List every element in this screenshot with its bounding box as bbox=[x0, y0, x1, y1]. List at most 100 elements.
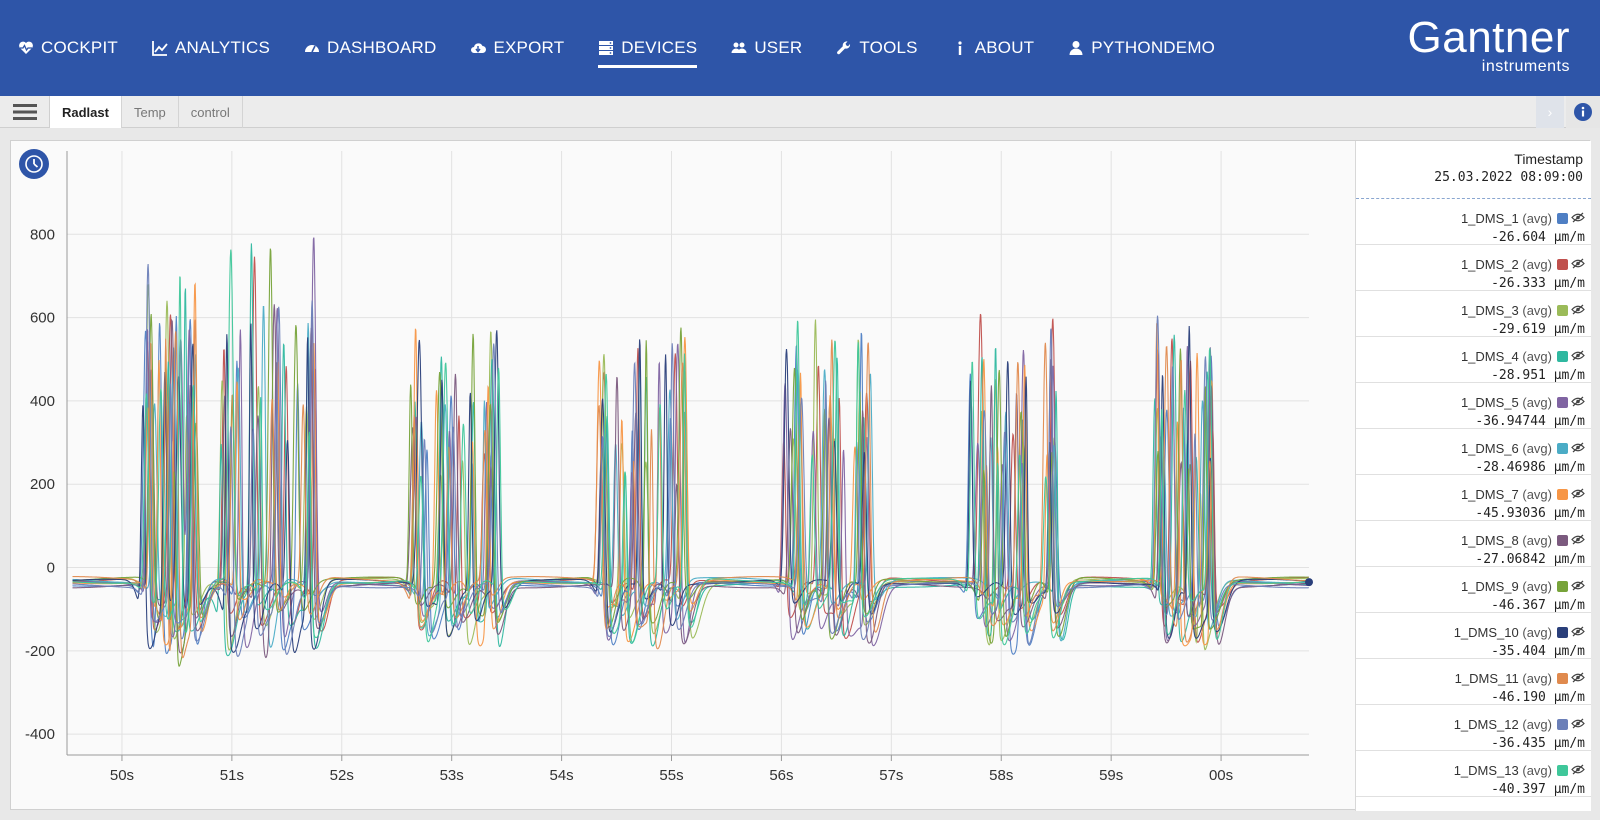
legend-channel-label: 1_DMS_13 (avg) bbox=[1454, 763, 1552, 778]
channel-legend: Timestamp 25.03.2022 08:09:00 1_DMS_1 (a… bbox=[1355, 141, 1591, 811]
visibility-toggle-icon[interactable] bbox=[1571, 764, 1585, 775]
tab-scroll-right-button[interactable]: › bbox=[1536, 96, 1564, 128]
legend-value-number: -36.435 bbox=[1491, 736, 1546, 751]
legend-channel-value: -27.06842 µm/m bbox=[1356, 552, 1585, 567]
legend-value-number: -45.93036 bbox=[1475, 506, 1546, 521]
visibility-toggle-icon[interactable] bbox=[1571, 672, 1585, 683]
legend-item[interactable]: 1_DMS_13 (avg) -40.397 µm/m bbox=[1356, 751, 1591, 797]
legend-color-swatch[interactable] bbox=[1557, 443, 1568, 454]
legend-color-swatch[interactable] bbox=[1557, 259, 1568, 270]
nav-item-label: EXPORT bbox=[493, 38, 565, 57]
nav-item-devices[interactable]: DEVICES bbox=[598, 33, 698, 68]
legend-channel-label: 1_DMS_5 (avg) bbox=[1461, 395, 1552, 410]
legend-channel-label: 1_DMS_2 (avg) bbox=[1461, 257, 1552, 272]
legend-channel-name: 1_DMS_3 bbox=[1460, 303, 1519, 318]
timestamp-block: Timestamp 25.03.2022 08:09:00 bbox=[1356, 141, 1591, 199]
x-tick-label: 50s bbox=[110, 767, 134, 784]
visibility-toggle-icon[interactable] bbox=[1571, 488, 1585, 499]
legend-value-number: -27.06842 bbox=[1475, 552, 1546, 567]
visibility-toggle-icon[interactable] bbox=[1571, 350, 1585, 361]
legend-item[interactable]: 1_DMS_3 (avg) -29.619 µm/m bbox=[1356, 291, 1591, 337]
nav-item-analytics[interactable]: ANALYTICS bbox=[152, 33, 270, 63]
visibility-toggle-icon[interactable] bbox=[1571, 580, 1585, 591]
chevron-right-icon: › bbox=[1547, 104, 1553, 120]
legend-color-swatch[interactable] bbox=[1557, 581, 1568, 592]
legend-channel-label: 1_DMS_9 (avg) bbox=[1461, 579, 1552, 594]
visibility-toggle-icon[interactable] bbox=[1571, 626, 1585, 637]
legend-color-swatch[interactable] bbox=[1557, 673, 1568, 684]
x-tick-label: 58s bbox=[989, 767, 1013, 784]
legend-avg-label: (avg) bbox=[1522, 579, 1552, 594]
legend-color-swatch[interactable] bbox=[1557, 719, 1568, 730]
legend-item[interactable]: 1_DMS_11 (avg) -46.190 µm/m bbox=[1356, 659, 1591, 705]
nav-item-label: ANALYTICS bbox=[174, 38, 270, 57]
visibility-toggle-icon[interactable] bbox=[1571, 534, 1585, 545]
visibility-toggle-icon[interactable] bbox=[1571, 258, 1585, 269]
nav-item-cockpit[interactable]: COCKPIT bbox=[18, 33, 118, 63]
strain-chart[interactable]: 800 600 400 200 0 -200 -400 50s 51s 52s 53s 54s 55s 5… bbox=[11, 141, 1355, 811]
nav-item-label: DASHBOARD bbox=[326, 38, 437, 57]
wrench-icon bbox=[836, 40, 852, 56]
visibility-toggle-icon[interactable] bbox=[1571, 718, 1585, 729]
legend-item[interactable]: 1_DMS_5 (avg) -36.94744 µm/m bbox=[1356, 383, 1591, 429]
legend-channel-value: -36.435 µm/m bbox=[1356, 736, 1585, 751]
nav-item-pythondemo[interactable]: PYTHONDEMO bbox=[1068, 33, 1215, 63]
tab-temp[interactable]: Temp bbox=[122, 96, 179, 128]
user-icon bbox=[1068, 40, 1084, 56]
legend-value-unit: µm/m bbox=[1553, 322, 1585, 337]
hamburger-menu-button[interactable] bbox=[0, 96, 50, 128]
legend-avg-label: (avg) bbox=[1522, 303, 1552, 318]
legend-color-swatch[interactable] bbox=[1557, 213, 1568, 224]
legend-value-number: -26.333 bbox=[1491, 276, 1546, 291]
legend-item[interactable]: 1_DMS_4 (avg) -28.951 µm/m bbox=[1356, 337, 1591, 383]
visibility-toggle-icon[interactable] bbox=[1571, 396, 1585, 407]
legend-item[interactable]: 1_DMS_9 (avg) -46.367 µm/m bbox=[1356, 567, 1591, 613]
legend-item[interactable]: 1_DMS_12 (avg) -36.435 µm/m bbox=[1356, 705, 1591, 751]
legend-color-swatch[interactable] bbox=[1557, 765, 1568, 776]
legend-item[interactable]: 1_DMS_1 (avg) -26.604 µm/m bbox=[1356, 199, 1591, 245]
users-icon bbox=[731, 40, 747, 56]
legend-channel-label: 1_DMS_11 (avg) bbox=[1455, 671, 1552, 686]
tab-radlast[interactable]: Radlast bbox=[50, 96, 122, 128]
timestamp-value: 25.03.2022 08:09:00 bbox=[1434, 170, 1583, 185]
legend-color-swatch[interactable] bbox=[1557, 305, 1568, 316]
legend-color-swatch[interactable] bbox=[1557, 489, 1568, 500]
legend-item[interactable]: 1_DMS_2 (avg) -26.333 µm/m bbox=[1356, 245, 1591, 291]
legend-item[interactable]: 1_DMS_6 (avg) -28.46986 µm/m bbox=[1356, 429, 1591, 475]
nav-item-dashboard[interactable]: DASHBOARD bbox=[304, 33, 437, 63]
x-tick-label: 59s bbox=[1099, 767, 1123, 784]
legend-item[interactable]: 1_DMS_10 (avg) -35.404 µm/m bbox=[1356, 613, 1591, 659]
legend-avg-label: (avg) bbox=[1522, 625, 1552, 640]
legend-channel-name: 1_DMS_4 bbox=[1460, 349, 1519, 364]
visibility-toggle-icon[interactable] bbox=[1571, 442, 1585, 453]
nav-item-user[interactable]: USER bbox=[731, 33, 802, 63]
top-navbar: COCKPIT ANALYTICS DASHBOARD EXPORT DEVICES US… bbox=[0, 0, 1600, 96]
nav-item-about[interactable]: ABOUT bbox=[952, 33, 1035, 63]
nav-item-label: ABOUT bbox=[974, 38, 1035, 57]
heartbeat-icon bbox=[18, 40, 34, 56]
nav-item-export[interactable]: EXPORT bbox=[470, 33, 564, 63]
legend-item[interactable]: 1_DMS_7 (avg) -45.93036 µm/m bbox=[1356, 475, 1591, 521]
x-tick-label: 55s bbox=[659, 767, 683, 784]
x-tick-label: 52s bbox=[330, 767, 354, 784]
legend-color-swatch[interactable] bbox=[1557, 627, 1568, 638]
legend-color-swatch[interactable] bbox=[1557, 351, 1568, 362]
tab-control[interactable]: control bbox=[179, 96, 243, 128]
series-line-1_dms_4 bbox=[72, 243, 1309, 657]
logo-subtitle: instruments bbox=[1481, 58, 1570, 75]
legend-value-unit: µm/m bbox=[1553, 460, 1585, 475]
info-button[interactable] bbox=[1566, 96, 1600, 128]
visibility-toggle-icon[interactable] bbox=[1571, 212, 1585, 223]
tab-bar: Radlast Temp control › bbox=[0, 96, 1600, 128]
time-range-button[interactable] bbox=[19, 149, 49, 179]
legend-avg-label: (avg) bbox=[1522, 257, 1552, 272]
visibility-toggle-icon[interactable] bbox=[1571, 304, 1585, 315]
legend-channel-value: -28.46986 µm/m bbox=[1356, 460, 1585, 475]
legend-channel-label: 1_DMS_10 (avg) bbox=[1454, 625, 1552, 640]
gantner-logo[interactable]: Gantner instruments bbox=[1408, 16, 1570, 76]
legend-item[interactable]: 1_DMS_8 (avg) -27.06842 µm/m bbox=[1356, 521, 1591, 567]
legend-avg-label: (avg) bbox=[1522, 349, 1552, 364]
nav-item-tools[interactable]: TOOLS bbox=[836, 33, 918, 63]
legend-color-swatch[interactable] bbox=[1557, 535, 1568, 546]
legend-color-swatch[interactable] bbox=[1557, 397, 1568, 408]
